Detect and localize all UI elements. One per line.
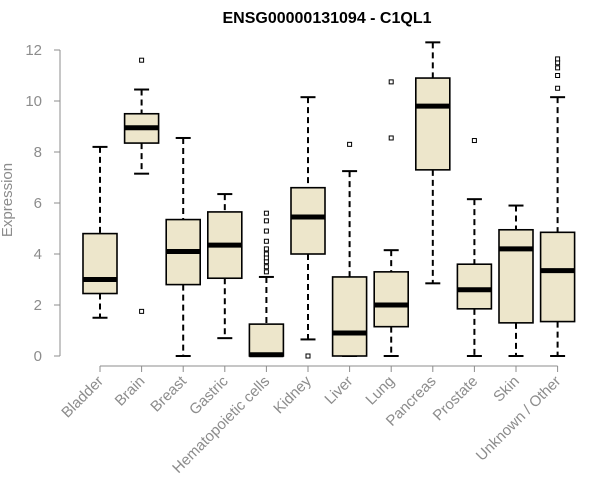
x-tick-label: Bladder	[58, 373, 107, 422]
y-tick-label: 10	[25, 93, 42, 110]
x-tick-label: Brain	[112, 373, 149, 410]
iqr-box	[82, 232, 118, 295]
box-unknown-other	[539, 56, 576, 357]
box-hematopoietic-cells	[248, 210, 285, 358]
box-liver	[331, 141, 368, 357]
outlier-point	[263, 269, 269, 275]
y-tick-label: 4	[34, 246, 42, 263]
iqr-box	[414, 77, 451, 171]
y-tick-label: 6	[34, 195, 42, 212]
outlier-point	[471, 138, 477, 144]
outlier-point	[263, 228, 269, 234]
outlier-point	[388, 135, 394, 141]
outlier-point	[555, 65, 561, 71]
outlier-point	[263, 246, 269, 252]
box-gastric	[207, 193, 243, 340]
outlier-point	[263, 251, 269, 257]
y-tick-label: 0	[34, 348, 42, 365]
box-brain	[123, 57, 160, 314]
iqr-box	[456, 263, 493, 310]
iqr-box	[373, 271, 410, 328]
outlier-point	[263, 218, 269, 224]
outlier-point	[305, 353, 311, 359]
box-skin	[498, 204, 534, 357]
outlier-point	[388, 79, 394, 85]
outlier-point	[139, 308, 145, 314]
iqr-box	[290, 186, 326, 255]
x-tick-label: Lung	[362, 373, 398, 409]
box-prostate	[456, 138, 493, 357]
y-tick-label: 12	[25, 42, 42, 59]
x-tick-label: Liver	[321, 373, 356, 408]
y-tick-label: 8	[34, 144, 42, 161]
outlier-point	[263, 264, 269, 270]
box-bladder	[82, 145, 118, 319]
x-tick-label: Prostate	[430, 373, 482, 425]
x-tick-label: Kidney	[270, 372, 315, 417]
x-tick-label: Breast	[147, 372, 190, 415]
y-axis-label: Expression	[0, 163, 16, 237]
outlier-point	[555, 56, 561, 62]
iqr-box	[248, 323, 285, 357]
outlier-point	[555, 73, 561, 78]
iqr-box	[498, 228, 534, 324]
x-tick-label: Skin	[490, 373, 523, 406]
outlier-point	[263, 238, 269, 244]
outlier-point	[139, 57, 145, 63]
boxes-group	[82, 41, 576, 359]
outlier-point	[555, 85, 561, 91]
y-axis: 0 2 4 6 8 10 12	[25, 42, 61, 365]
outlier-point	[347, 141, 353, 147]
chart-title: ENSG00000131094 - C1QL1	[222, 10, 431, 27]
iqr-box	[331, 276, 368, 357]
box-kidney	[290, 96, 326, 359]
y-tick-label: 2	[34, 297, 42, 314]
outlier-point	[263, 210, 269, 216]
box-lung	[373, 79, 410, 357]
box-breast	[165, 136, 201, 357]
box-pancreas	[414, 41, 451, 285]
iqr-box	[539, 231, 576, 323]
